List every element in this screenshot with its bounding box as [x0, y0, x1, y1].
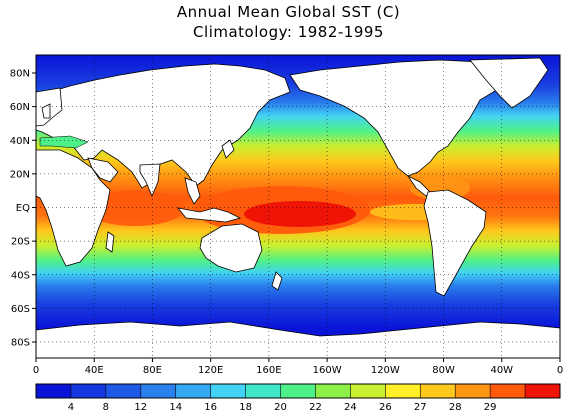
colorbar-swatch [420, 384, 456, 398]
indian-ocean-warm [85, 190, 185, 226]
colorbar-swatch [315, 384, 351, 398]
lat-label: 20N [10, 169, 30, 180]
colorbar-label: 24 [344, 402, 357, 413]
colorbar-swatch [36, 384, 72, 398]
lon-label: 0 [557, 365, 563, 376]
colorbar-label: 29 [484, 402, 497, 413]
colorbar-label: 12 [134, 402, 147, 413]
colorbar-swatch [455, 384, 491, 398]
colorbar-label: 20 [274, 402, 287, 413]
colorbar-swatch [525, 384, 561, 398]
title-line-2: Climatology: 1982-1995 [193, 23, 384, 41]
warm-pool-core [244, 201, 356, 227]
colorbar-swatch [385, 384, 421, 398]
colorbar-swatch [105, 384, 142, 398]
colorbar-swatch [245, 384, 281, 398]
colorbar-label: 18 [239, 402, 252, 413]
latitude-labels: 80N 60N 40N 20N EQ 20S 40S 60S 80S [10, 69, 30, 349]
colorbar-frame [35, 383, 561, 399]
lat-label: 20S [11, 237, 30, 248]
eurasia-land [36, 63, 291, 189]
madagascar-land [105, 231, 115, 253]
japan-land [221, 139, 235, 159]
uk-land [41, 103, 51, 119]
colorbar: 4 8 12 14 16 18 20 22 24 26 27 28 29 [35, 383, 561, 413]
lat-label: 80N [10, 69, 30, 80]
colorbar-swatch [210, 384, 246, 398]
colorbar-label: 26 [379, 402, 392, 413]
colorbar-label: 8 [103, 402, 109, 413]
longitude-labels: 0 40E 80E 120E 160E 160W 120W 80W 40W 0 [33, 365, 563, 376]
graticule [32, 55, 561, 362]
lon-label: 0 [33, 365, 39, 376]
lon-label: 160E [256, 365, 281, 376]
colorbar-swatch [350, 384, 386, 398]
lon-label: 160W [313, 365, 342, 376]
lat-label: 40S [11, 270, 30, 281]
colorbar-swatch [140, 384, 177, 398]
arabia-land [87, 157, 119, 183]
australia-land [199, 223, 263, 273]
lon-label: 40E [85, 365, 104, 376]
lon-label: 40W [490, 365, 513, 376]
greenland-land [469, 57, 549, 109]
india-land [139, 163, 161, 198]
lat-label: 60N [10, 102, 30, 113]
colorbar-swatch [70, 384, 107, 398]
colorbar-label: 16 [204, 402, 217, 413]
new-zealand-land [271, 271, 283, 291]
southeast-asia-land [184, 177, 201, 205]
lon-label: 120W [371, 365, 400, 376]
title-line-1: Annual Mean Global SST (C) [176, 3, 401, 21]
colorbar-label: 4 [68, 402, 74, 413]
lon-label: 120E [198, 365, 223, 376]
colorbar-label: 14 [169, 402, 182, 413]
colorbar-label: 22 [309, 402, 322, 413]
colorbar-swatch [490, 384, 526, 398]
mediterranean-sea [39, 135, 89, 149]
colorbar-swatch [280, 384, 316, 398]
lat-label: 80S [11, 338, 30, 349]
colorbar-label: 27 [414, 402, 427, 413]
lon-label: 80E [143, 365, 162, 376]
south-america-land [423, 189, 487, 297]
antarctica-land [36, 321, 560, 358]
indonesia-land [177, 207, 242, 223]
north-america-land [289, 59, 511, 177]
map-frame [35, 54, 561, 359]
lat-label: 60S [11, 304, 30, 315]
lon-label: 80W [432, 365, 455, 376]
lat-label: EQ [16, 203, 30, 214]
lat-label: 40N [10, 136, 30, 147]
colorbar-label: 28 [449, 402, 462, 413]
colorbar-swatch [175, 384, 211, 398]
africa-land [36, 149, 111, 267]
